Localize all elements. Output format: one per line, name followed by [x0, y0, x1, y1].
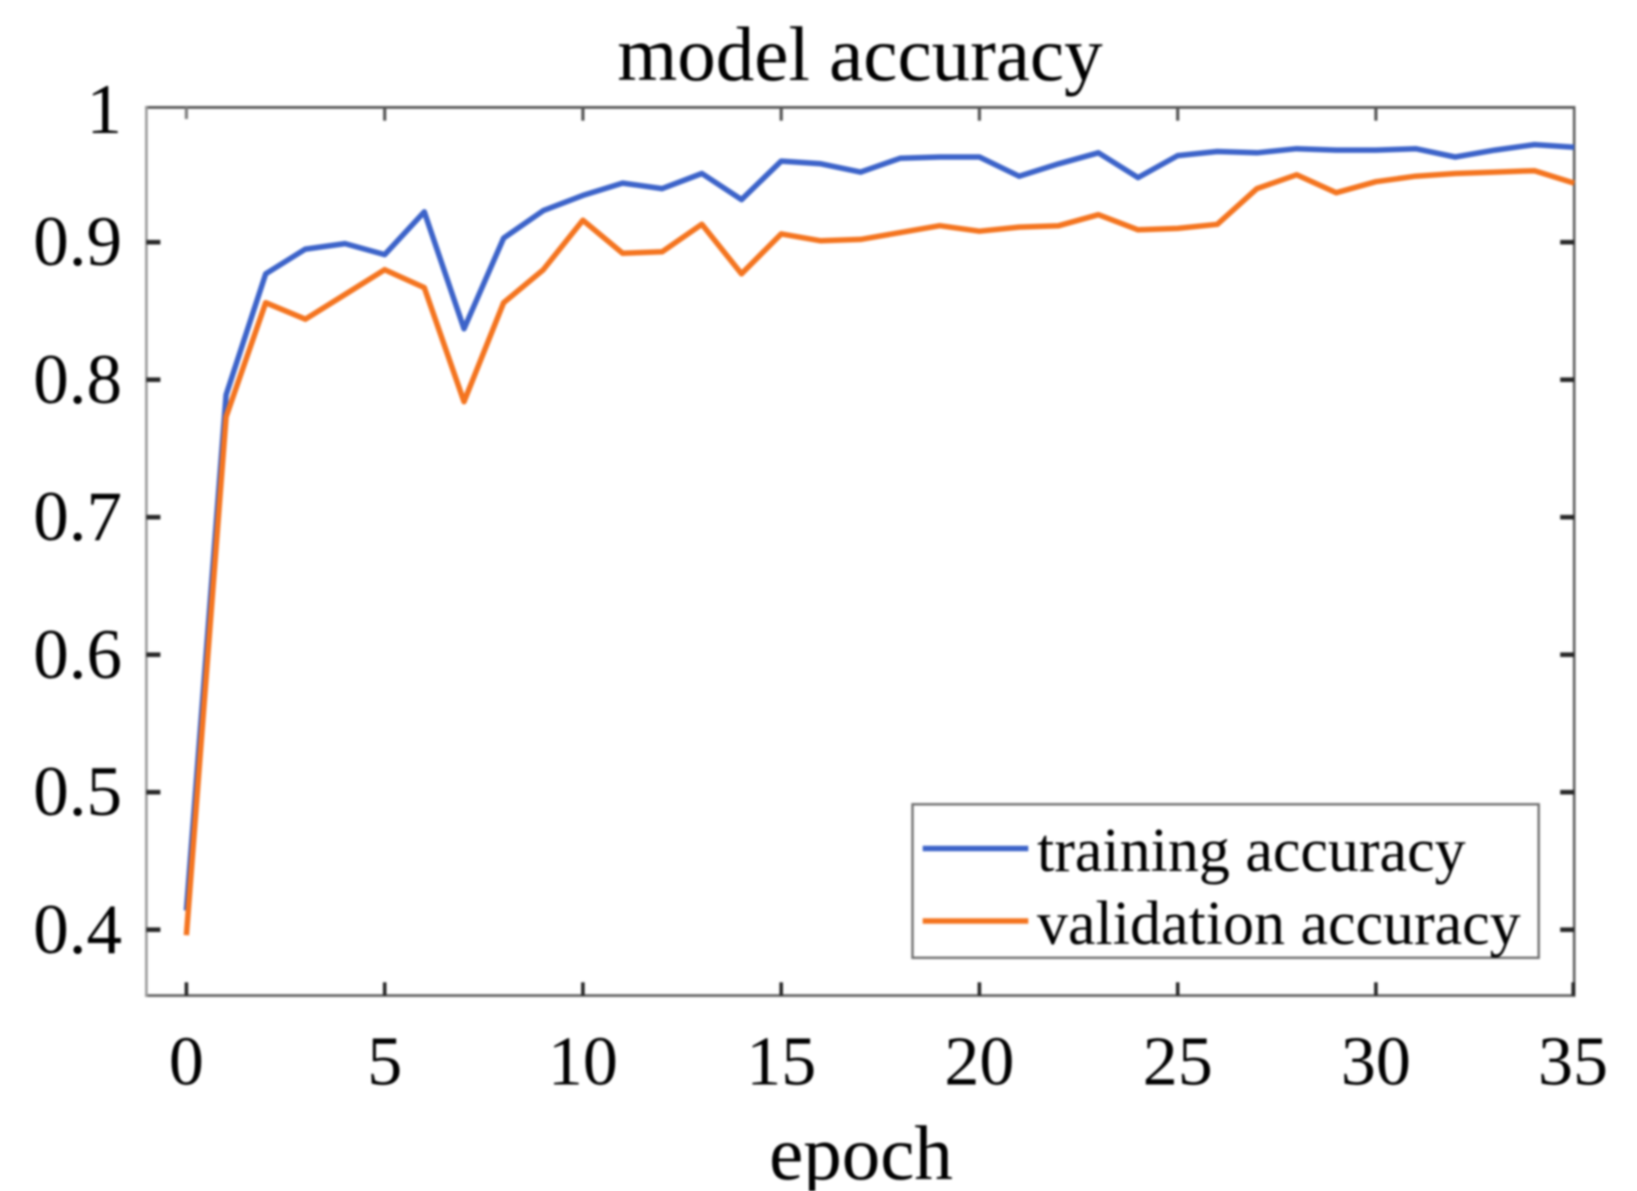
svg-text:0.9: 0.9 [33, 203, 122, 281]
svg-text:35: 35 [1538, 1024, 1608, 1101]
svg-text:training accuracy: training accuracy [1037, 817, 1466, 885]
svg-text:0.6: 0.6 [33, 616, 122, 694]
svg-text:25: 25 [1143, 1024, 1213, 1101]
svg-text:30: 30 [1341, 1024, 1411, 1101]
svg-text:epoch: epoch [769, 1110, 953, 1191]
svg-text:15: 15 [746, 1024, 816, 1101]
svg-text:0.4: 0.4 [33, 891, 122, 969]
svg-text:0.5: 0.5 [33, 753, 122, 831]
svg-text:1: 1 [87, 71, 123, 149]
svg-text:validation accuracy: validation accuracy [1037, 890, 1521, 958]
svg-text:10: 10 [548, 1024, 618, 1101]
svg-text:20: 20 [944, 1024, 1014, 1101]
svg-text:0: 0 [169, 1024, 204, 1101]
svg-text:0.7: 0.7 [33, 478, 122, 556]
svg-text:0.8: 0.8 [33, 341, 122, 419]
svg-text:5: 5 [367, 1024, 402, 1101]
svg-text:model accuracy: model accuracy [617, 11, 1103, 97]
